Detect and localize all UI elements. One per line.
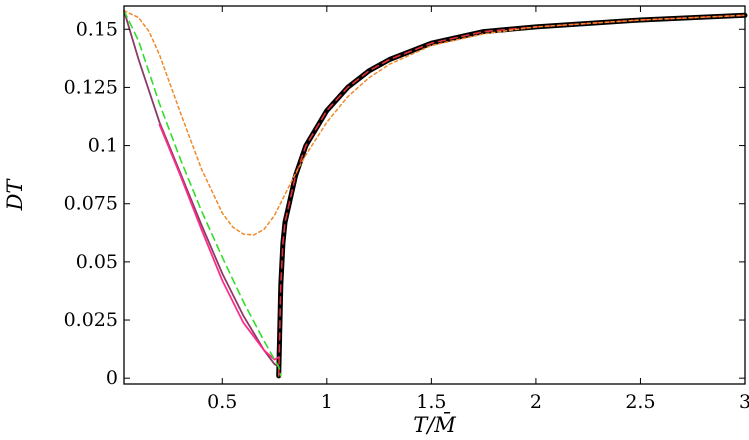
series-line-3 — [123, 9, 280, 368]
y-tick-label: 0.075 — [64, 193, 118, 215]
y-axis-ticks: 0 0.025 0.05 0.075 0.1 0.125 0.15 — [64, 18, 745, 389]
x-tick-label: 1 — [321, 391, 333, 413]
y-tick-label: 0.15 — [76, 18, 118, 40]
y-tick-label: 0 — [106, 367, 118, 389]
x-tick-label: 1.5 — [416, 391, 446, 413]
series-line-6 — [123, 9, 746, 236]
x-tick-label: 3 — [739, 391, 749, 413]
x-axis-ticks: 0.5 1 1.5 2 2.5 3 — [207, 6, 749, 413]
y-axis-label: DT — [3, 178, 27, 212]
x-tick-label: 2.5 — [625, 391, 655, 413]
x-axis-label: T/M̄ — [413, 412, 456, 437]
y-tick-label: 0.125 — [64, 76, 118, 98]
y-tick-label: 0.05 — [76, 251, 118, 273]
series-line-1 — [276, 12, 748, 379]
series-line-2 — [277, 14, 746, 377]
series-line-4 — [158, 123, 280, 361]
x-tick-label: 0.5 — [207, 391, 237, 413]
y-tick-label: 0.025 — [64, 309, 118, 331]
y-tick-label: 0.1 — [88, 135, 118, 157]
series-line-5 — [123, 9, 282, 377]
x-tick-label: 2 — [530, 391, 542, 413]
series-layer — [123, 9, 748, 379]
plot-frame — [123, 5, 746, 385]
